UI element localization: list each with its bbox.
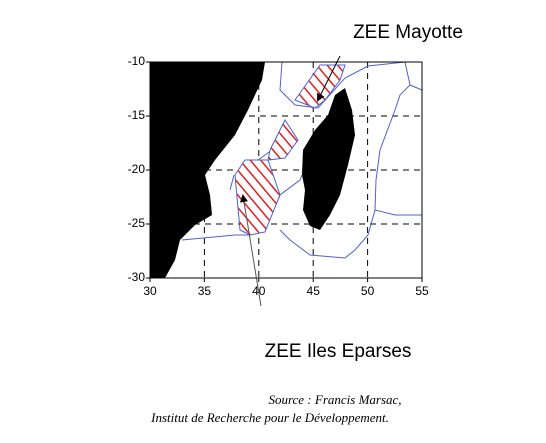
arrow-mayotte: [317, 55, 341, 102]
eez-mayotte: [294, 64, 346, 109]
x-tick-label: 35: [198, 284, 212, 298]
x-tick-label: 45: [307, 284, 321, 298]
y-tick-label: -10: [128, 54, 146, 68]
africa: [150, 62, 265, 278]
ticks: 30 35 40 45 50 55 -10 -15 -20 -25 -30: [128, 54, 429, 298]
x-tick-label: 30: [143, 284, 157, 298]
label-mayotte: ZEE Mayotte: [353, 22, 463, 43]
label-eparses: ZEE Iles Eparses: [265, 341, 412, 362]
source-line: Institut de Recherche pour le Développem…: [150, 410, 389, 425]
y-tick-label: -15: [128, 108, 146, 122]
eez-juan-de-nova: [267, 118, 299, 161]
x-tick-label: 40: [252, 284, 266, 298]
x-tick-label: 50: [361, 284, 375, 298]
y-tick-label: -25: [128, 216, 146, 230]
x-tick-label: 55: [415, 284, 429, 298]
source-line: Source : Francis Marsac,: [268, 392, 401, 407]
y-tick-label: -30: [128, 270, 146, 284]
madagascar: [302, 88, 355, 230]
y-tick-label: -20: [128, 162, 146, 176]
arrow-eparses: [240, 194, 262, 307]
